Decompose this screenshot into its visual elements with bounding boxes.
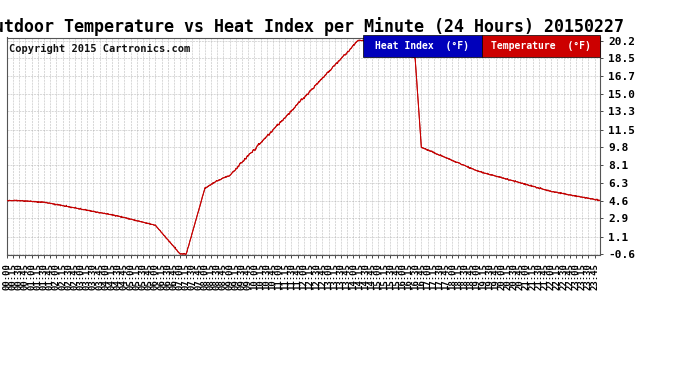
Title: Outdoor Temperature vs Heat Index per Minute (24 Hours) 20150227: Outdoor Temperature vs Heat Index per Mi… [0, 17, 624, 36]
Text: Copyright 2015 Cartronics.com: Copyright 2015 Cartronics.com [9, 44, 190, 54]
FancyBboxPatch shape [482, 35, 600, 57]
Text: Heat Index  (°F): Heat Index (°F) [375, 41, 469, 51]
Text: Temperature  (°F): Temperature (°F) [491, 41, 591, 51]
FancyBboxPatch shape [363, 35, 482, 57]
